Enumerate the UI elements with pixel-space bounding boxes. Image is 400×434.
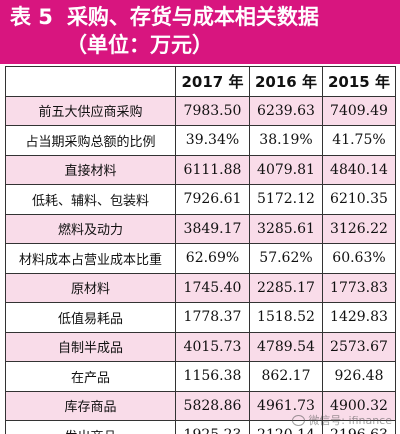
cell-2017: 1156.38	[175, 361, 250, 392]
table-row: 自制半成品 4015.73 4789.54 2573.67	[5, 331, 396, 362]
data-table: 2017 年 2016 年 2015 年 前五大供应商采购 7983.50 62…	[5, 66, 396, 434]
row-label: 材料成本占营业成本比重	[5, 243, 176, 274]
row-label: 占当期采购总额的比例	[5, 125, 176, 156]
cell-2016: 57.62%	[249, 243, 323, 274]
title-band: 表 5 采购、存货与成本相关数据 （单位：万元）	[0, 0, 400, 64]
cell-2015: 41.75%	[322, 125, 396, 156]
row-label: 在产品	[5, 361, 176, 392]
cell-2016: 862.17	[249, 361, 323, 392]
table-number: 表 5	[10, 5, 53, 29]
row-label: 发出商品	[5, 420, 176, 434]
row-label: 库存商品	[5, 390, 176, 421]
table-row: 低耗、辅料、包装料 7926.61 5172.12 6210.35	[5, 184, 396, 215]
cell-2017: 1925.23	[175, 420, 250, 434]
cell-2015: 1429.83	[322, 302, 396, 333]
cell-2016: 2285.17	[249, 272, 323, 303]
cell-2017: 39.34%	[175, 125, 250, 156]
watermark-text: 微信号: ifinance	[308, 414, 392, 427]
cell-2015: 3126.22	[322, 213, 396, 244]
cell-2016: 6239.63	[249, 95, 323, 126]
title-unit: （单位：万元）	[66, 33, 213, 57]
cell-2016: 4789.54	[249, 331, 323, 362]
cell-2015: 7409.49	[322, 95, 396, 126]
table-row: 发出商品 1925.23 2120.14 2196.63	[5, 420, 396, 434]
table-row: 原材料 1745.40 2285.17 1773.83	[5, 272, 396, 303]
table-row: 库存商品 5828.86 4961.73 4900.32	[5, 390, 396, 421]
row-label: 前五大供应商采购	[5, 95, 176, 126]
table-title: 采购、存货与成本相关数据	[66, 5, 319, 29]
cell-2016: 38.19%	[249, 125, 323, 156]
cell-2017: 1745.40	[175, 272, 250, 303]
watermark: 微信号: ifinance	[292, 412, 392, 428]
header-cell-blank	[5, 66, 176, 97]
cell-2017: 4015.73	[175, 331, 250, 362]
table-row: 燃料及动力 3849.17 3285.61 3126.22	[5, 213, 396, 244]
cell-2017: 5828.86	[175, 390, 250, 421]
table-row: 占当期采购总额的比例 39.34% 38.19% 41.75%	[5, 125, 396, 156]
table-row: 材料成本占营业成本比重 62.69% 57.62% 60.63%	[5, 243, 396, 274]
cell-2016: 3285.61	[249, 213, 323, 244]
wechat-icon	[292, 414, 306, 426]
cell-2015: 6210.35	[322, 184, 396, 215]
cell-2015: 60.63%	[322, 243, 396, 274]
row-label: 原材料	[5, 272, 176, 303]
title-line-main: 表 5 采购、存货与成本相关数据	[10, 5, 319, 29]
cell-2016: 5172.12	[249, 184, 323, 215]
row-label: 低耗、辅料、包装料	[5, 184, 176, 215]
row-label: 直接材料	[5, 154, 176, 185]
cell-2015: 4840.14	[322, 154, 396, 185]
table-row: 低值易耗品 1778.37 1518.52 1429.83	[5, 302, 396, 333]
cell-2017: 62.69%	[175, 243, 250, 274]
cell-2017: 3849.17	[175, 213, 250, 244]
cell-2017: 6111.88	[175, 154, 250, 185]
header-row: 2017 年 2016 年 2015 年	[5, 66, 396, 97]
table-row: 在产品 1156.38 862.17 926.48	[5, 361, 396, 392]
cell-2015: 2573.67	[322, 331, 396, 362]
row-label: 燃料及动力	[5, 213, 176, 244]
table-row: 前五大供应商采购 7983.50 6239.63 7409.49	[5, 95, 396, 126]
cell-2016: 1518.52	[249, 302, 323, 333]
header-cell-2017: 2017 年	[175, 66, 250, 97]
cell-2017: 7983.50	[175, 95, 250, 126]
cell-2015: 2196.63	[322, 420, 396, 434]
row-label: 低值易耗品	[5, 302, 176, 333]
cell-2017: 7926.61	[175, 184, 250, 215]
header-cell-2016: 2016 年	[249, 66, 323, 97]
cell-2016: 4079.81	[249, 154, 323, 185]
row-label: 自制半成品	[5, 331, 176, 362]
cell-2015: 4900.32	[322, 390, 396, 421]
table-row: 直接材料 6111.88 4079.81 4840.14	[5, 154, 396, 185]
cell-2017: 1778.37	[175, 302, 250, 333]
header-cell-2015: 2015 年	[322, 66, 396, 97]
cell-2015: 1773.83	[322, 272, 396, 303]
cell-2015: 926.48	[322, 361, 396, 392]
